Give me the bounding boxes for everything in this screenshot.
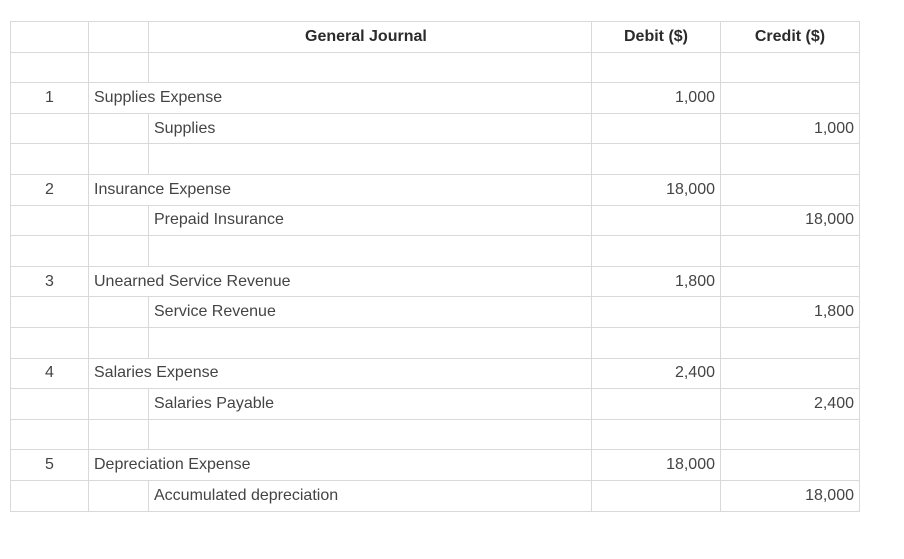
debit-account: Insurance Expense	[88, 173, 592, 206]
credit-amount-empty	[720, 265, 860, 298]
debit-row: 5 Depreciation Expense 18,000	[10, 449, 860, 481]
credit-amount: 18,000	[720, 204, 860, 237]
credit-amount: 18,000	[720, 479, 860, 512]
debit-amount-empty	[591, 296, 721, 328]
debit-amount-empty	[591, 204, 721, 237]
credit-amount: 1,800	[720, 296, 860, 328]
credit-account: Accumulated depreciation	[148, 479, 592, 512]
entry-number-empty	[10, 388, 89, 420]
general-journal-table: General Journal Debit ($) Credit ($) 1 S…	[10, 21, 860, 512]
spacer-row	[10, 326, 860, 359]
header-number-cell	[10, 21, 89, 53]
entry-number: 4	[10, 357, 89, 390]
header-indent-cell	[88, 21, 149, 53]
credit-amount-empty	[720, 357, 860, 390]
entry-number-empty	[10, 479, 89, 512]
header-title: General Journal	[148, 21, 592, 53]
debit-amount: 1,000	[591, 82, 721, 114]
indent-cell	[88, 204, 149, 237]
credit-amount: 2,400	[720, 388, 860, 420]
indent-cell	[88, 388, 149, 420]
debit-amount: 18,000	[591, 449, 721, 481]
entry-number-empty	[10, 204, 89, 237]
debit-amount-empty	[591, 112, 721, 145]
credit-account: Service Revenue	[148, 296, 592, 328]
indent-cell	[88, 112, 149, 145]
credit-row: Salaries Payable 2,400	[10, 388, 860, 420]
spacer-row	[10, 143, 860, 175]
debit-amount-empty	[591, 388, 721, 420]
credit-amount-empty	[720, 449, 860, 481]
debit-amount: 18,000	[591, 173, 721, 206]
credit-amount-empty	[720, 173, 860, 206]
spacer-row	[10, 235, 860, 267]
debit-row: 4 Salaries Expense 2,400	[10, 357, 860, 390]
credit-account: Salaries Payable	[148, 388, 592, 420]
entry-number: 3	[10, 265, 89, 298]
debit-account: Depreciation Expense	[88, 449, 592, 481]
debit-account: Salaries Expense	[88, 357, 592, 390]
debit-amount-empty	[591, 479, 721, 512]
header-credit: Credit ($)	[720, 21, 860, 53]
entry-number: 5	[10, 449, 89, 481]
credit-amount: 1,000	[720, 112, 860, 145]
debit-row: 3 Unearned Service Revenue 1,800	[10, 265, 860, 298]
debit-row: 1 Supplies Expense 1,000	[10, 82, 860, 114]
credit-row: Supplies 1,000	[10, 112, 860, 145]
indent-cell	[88, 479, 149, 512]
credit-row: Accumulated depreciation 18,000	[10, 479, 860, 512]
credit-amount-empty	[720, 82, 860, 114]
credit-row: Prepaid Insurance 18,000	[10, 204, 860, 237]
entry-number: 1	[10, 82, 89, 114]
debit-amount: 2,400	[591, 357, 721, 390]
debit-account: Unearned Service Revenue	[88, 265, 592, 298]
header-debit: Debit ($)	[591, 21, 721, 53]
credit-account: Prepaid Insurance	[148, 204, 592, 237]
spacer-row	[10, 51, 860, 84]
header-row: General Journal Debit ($) Credit ($)	[10, 21, 860, 53]
entry-number-empty	[10, 296, 89, 328]
entry-number-empty	[10, 112, 89, 145]
credit-row: Service Revenue 1,800	[10, 296, 860, 328]
indent-cell	[88, 296, 149, 328]
entry-number: 2	[10, 173, 89, 206]
debit-row: 2 Insurance Expense 18,000	[10, 173, 860, 206]
spacer-row	[10, 418, 860, 451]
debit-amount: 1,800	[591, 265, 721, 298]
credit-account: Supplies	[148, 112, 592, 145]
debit-account: Supplies Expense	[88, 82, 592, 114]
